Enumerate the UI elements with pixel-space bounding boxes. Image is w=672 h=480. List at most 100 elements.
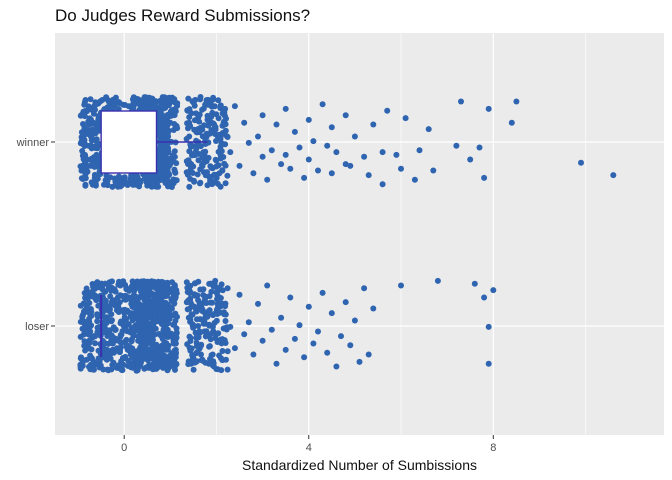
data-point-winner-cluster0-486 (95, 116, 102, 123)
data-point-winner-cluster2-168 (191, 152, 198, 159)
data-point-winner-cluster2-158 (207, 102, 214, 109)
data-point-winner-25 (342, 112, 349, 119)
data-point-loser-0 (490, 287, 497, 294)
data-point-winner-cluster1-155 (165, 148, 172, 155)
data-point-loser-cluster2-137 (187, 282, 194, 289)
data-point-winner-27 (333, 149, 340, 156)
x-tick-label-2: 8 (490, 442, 496, 454)
data-point-loser-cluster1-203 (140, 337, 147, 344)
data-point-winner-cluster2-175 (215, 115, 222, 122)
data-point-loser-cluster0-298 (97, 362, 104, 369)
data-point-winner-50 (245, 139, 252, 146)
data-point-winner-20 (370, 121, 377, 128)
data-point-winner-cluster2-155 (186, 114, 193, 121)
data-point-winner-cluster1-258 (171, 166, 178, 173)
data-point-winner-46 (259, 112, 266, 119)
data-point-loser-cluster2-185 (192, 359, 199, 366)
data-point-winner-35 (305, 116, 312, 123)
data-point-loser-cluster0-387 (107, 293, 114, 300)
data-point-loser-cluster2-181 (214, 339, 221, 345)
data-point-loser-cluster2-92 (201, 328, 208, 335)
data-point-loser-cluster1-204 (136, 362, 143, 369)
data-point-loser-cluster2-186 (206, 343, 213, 350)
data-point-winner-2 (513, 98, 520, 105)
data-point-winner-19 (379, 149, 386, 156)
data-point-winner-cluster0-278 (125, 103, 132, 110)
data-point-loser-cluster2-66 (219, 348, 226, 354)
data-point-loser-cluster2-133 (199, 306, 206, 313)
data-point-loser-cluster1-200 (171, 300, 178, 307)
data-point-loser-cluster0-468 (80, 310, 87, 316)
data-point-loser-cluster1-265 (165, 331, 172, 338)
data-point-loser-2 (485, 323, 492, 330)
data-point-winner-cluster2-128 (197, 96, 204, 103)
data-point-loser-cluster1-298 (161, 357, 168, 364)
data-point-loser-cluster2-161 (197, 342, 204, 349)
data-point-loser-cluster0-385 (112, 288, 119, 295)
data-point-loser-cluster0-519 (84, 295, 91, 302)
data-point-loser-cluster1-132 (160, 326, 167, 333)
data-point-winner-cluster2-140 (211, 121, 217, 128)
data-point-loser-20 (310, 340, 317, 347)
data-point-winner-6 (476, 144, 483, 151)
data-point-loser-cluster0-507 (119, 328, 126, 335)
data-point-loser-cluster1-282 (129, 336, 135, 343)
data-point-loser-cluster0-438 (104, 349, 111, 356)
data-point-loser-cluster2-178 (218, 281, 225, 288)
data-point-loser-cluster2-128 (184, 306, 191, 313)
data-point-winner-cluster0-386 (90, 110, 97, 117)
data-point-loser-28 (273, 360, 280, 367)
data-point-winner-cluster2-137 (212, 131, 219, 137)
data-point-loser-37 (231, 345, 238, 352)
data-point-loser-cluster2-141 (197, 286, 204, 293)
data-point-loser-cluster0-486 (119, 293, 126, 299)
data-point-loser-cluster2-130 (207, 336, 214, 343)
data-point-loser-21 (305, 303, 312, 310)
data-point-winner-37 (296, 144, 303, 151)
data-point-loser-24 (291, 335, 298, 342)
data-point-loser-cluster1-286 (171, 339, 177, 346)
data-point-winner-cluster0-491 (94, 175, 101, 182)
data-point-loser-18 (319, 289, 326, 296)
data-point-winner-cluster0-494 (101, 181, 107, 188)
data-point-winner-cluster2-107 (196, 180, 203, 187)
data-point-winner-cluster0-480 (84, 162, 91, 169)
data-point-winner-15 (398, 165, 404, 172)
data-point-winner-cluster1-225 (139, 103, 146, 110)
plot-panel (55, 33, 664, 435)
data-point-loser-cluster1-181 (141, 355, 148, 362)
data-point-winner-cluster1-280 (141, 172, 148, 179)
data-point-loser-cluster1-248 (142, 342, 149, 349)
data-point-loser-cluster2-169 (206, 307, 213, 314)
x-tick-label-0: 0 (121, 442, 127, 454)
data-point-winner-cluster1-140 (167, 157, 174, 164)
data-point-loser-cluster2-188 (190, 324, 197, 331)
data-point-winner-41 (282, 151, 289, 158)
data-point-winner-cluster2-47 (194, 171, 201, 178)
data-point-loser-cluster0-344 (114, 337, 120, 344)
data-point-loser-cluster1-212 (169, 279, 176, 286)
data-point-loser-cluster1-271 (152, 282, 159, 289)
data-point-winner-cluster0-463 (81, 99, 88, 106)
data-point-winner-49 (250, 170, 257, 177)
data-point-loser-cluster1-277 (161, 290, 167, 297)
data-point-winner-cluster0-432 (92, 130, 99, 137)
data-point-winner-cluster2-170 (213, 163, 220, 170)
data-point-loser-cluster2-175 (209, 351, 216, 358)
data-point-loser-cluster2-179 (198, 357, 205, 364)
data-point-winner-cluster0-400 (109, 183, 116, 190)
data-point-loser-cluster0-378 (77, 361, 84, 368)
data-point-loser-22 (301, 354, 308, 361)
data-point-loser-cluster1-299 (131, 304, 138, 311)
data-point-winner-cluster2-160 (193, 145, 200, 152)
data-point-loser-cluster0-48 (116, 299, 123, 306)
data-point-loser-cluster0-210 (94, 318, 101, 325)
data-point-loser-cluster0-435 (102, 327, 109, 334)
data-point-loser-cluster0-281 (83, 345, 90, 351)
data-point-loser-13 (342, 299, 349, 306)
data-point-loser-cluster1-261 (157, 310, 164, 317)
data-point-loser-4 (471, 280, 478, 287)
data-point-loser-cluster2-184 (192, 280, 198, 287)
data-point-winner-31 (319, 101, 326, 108)
data-point-winner-36 (301, 174, 308, 181)
